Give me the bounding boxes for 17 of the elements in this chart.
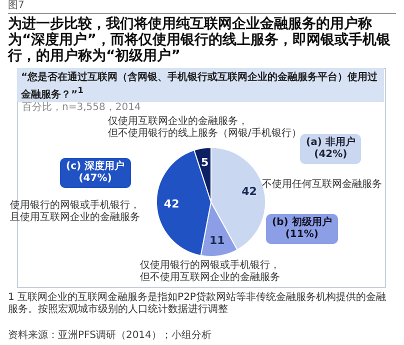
caption: 图7	[8, 0, 24, 12]
text: 1 互联网企业的互联网金融服务是指如P2P贷款网站等非传统金融服务机构提供的金融服务。按照宏观城市级别的人口统计数据进行调整	[8, 292, 387, 316]
text: 仅使用互联网企业的金融服务，但不使用银行的线上服务（网银/手机银行）	[108, 116, 302, 140]
chart-subtitle: “您是否在通过互联网（含网银、手机银行或互联网企业的金融服务平台）使用过金融服务？”$^{1}$	[17, 68, 384, 102]
text: (c) 深度用户 (47%)	[60, 158, 131, 188]
text: (b) 初级用户 (11%)	[266, 214, 338, 244]
data-label: 42	[242, 185, 257, 198]
text: 使用银行的网银或手机银行，且使用互联网企业的金融服务	[10, 200, 140, 224]
text: (a) 非用户 (42%)	[300, 134, 362, 164]
data-label: 5	[200, 156, 209, 169]
text: 百分比，n=3,558，2014	[22, 102, 141, 114]
text: 资料来源：亚洲PFS调研（2014）；小组分析	[8, 330, 212, 342]
text: 仅使用银行的网银或手机银行，但不使用互联网企业的金融服务	[140, 260, 280, 284]
data-label: 42	[164, 197, 180, 210]
data-label: 11	[210, 234, 225, 247]
chart-title: 为进一步比较，我们将使用纯互联网企业金融服务的用户称为“深度用户”，而将仅使用银行的线上服务，即网银或手机银行，的用户称为“初级用户”	[8, 16, 392, 64]
text: 不使用任何互联网金融服务	[262, 179, 382, 191]
